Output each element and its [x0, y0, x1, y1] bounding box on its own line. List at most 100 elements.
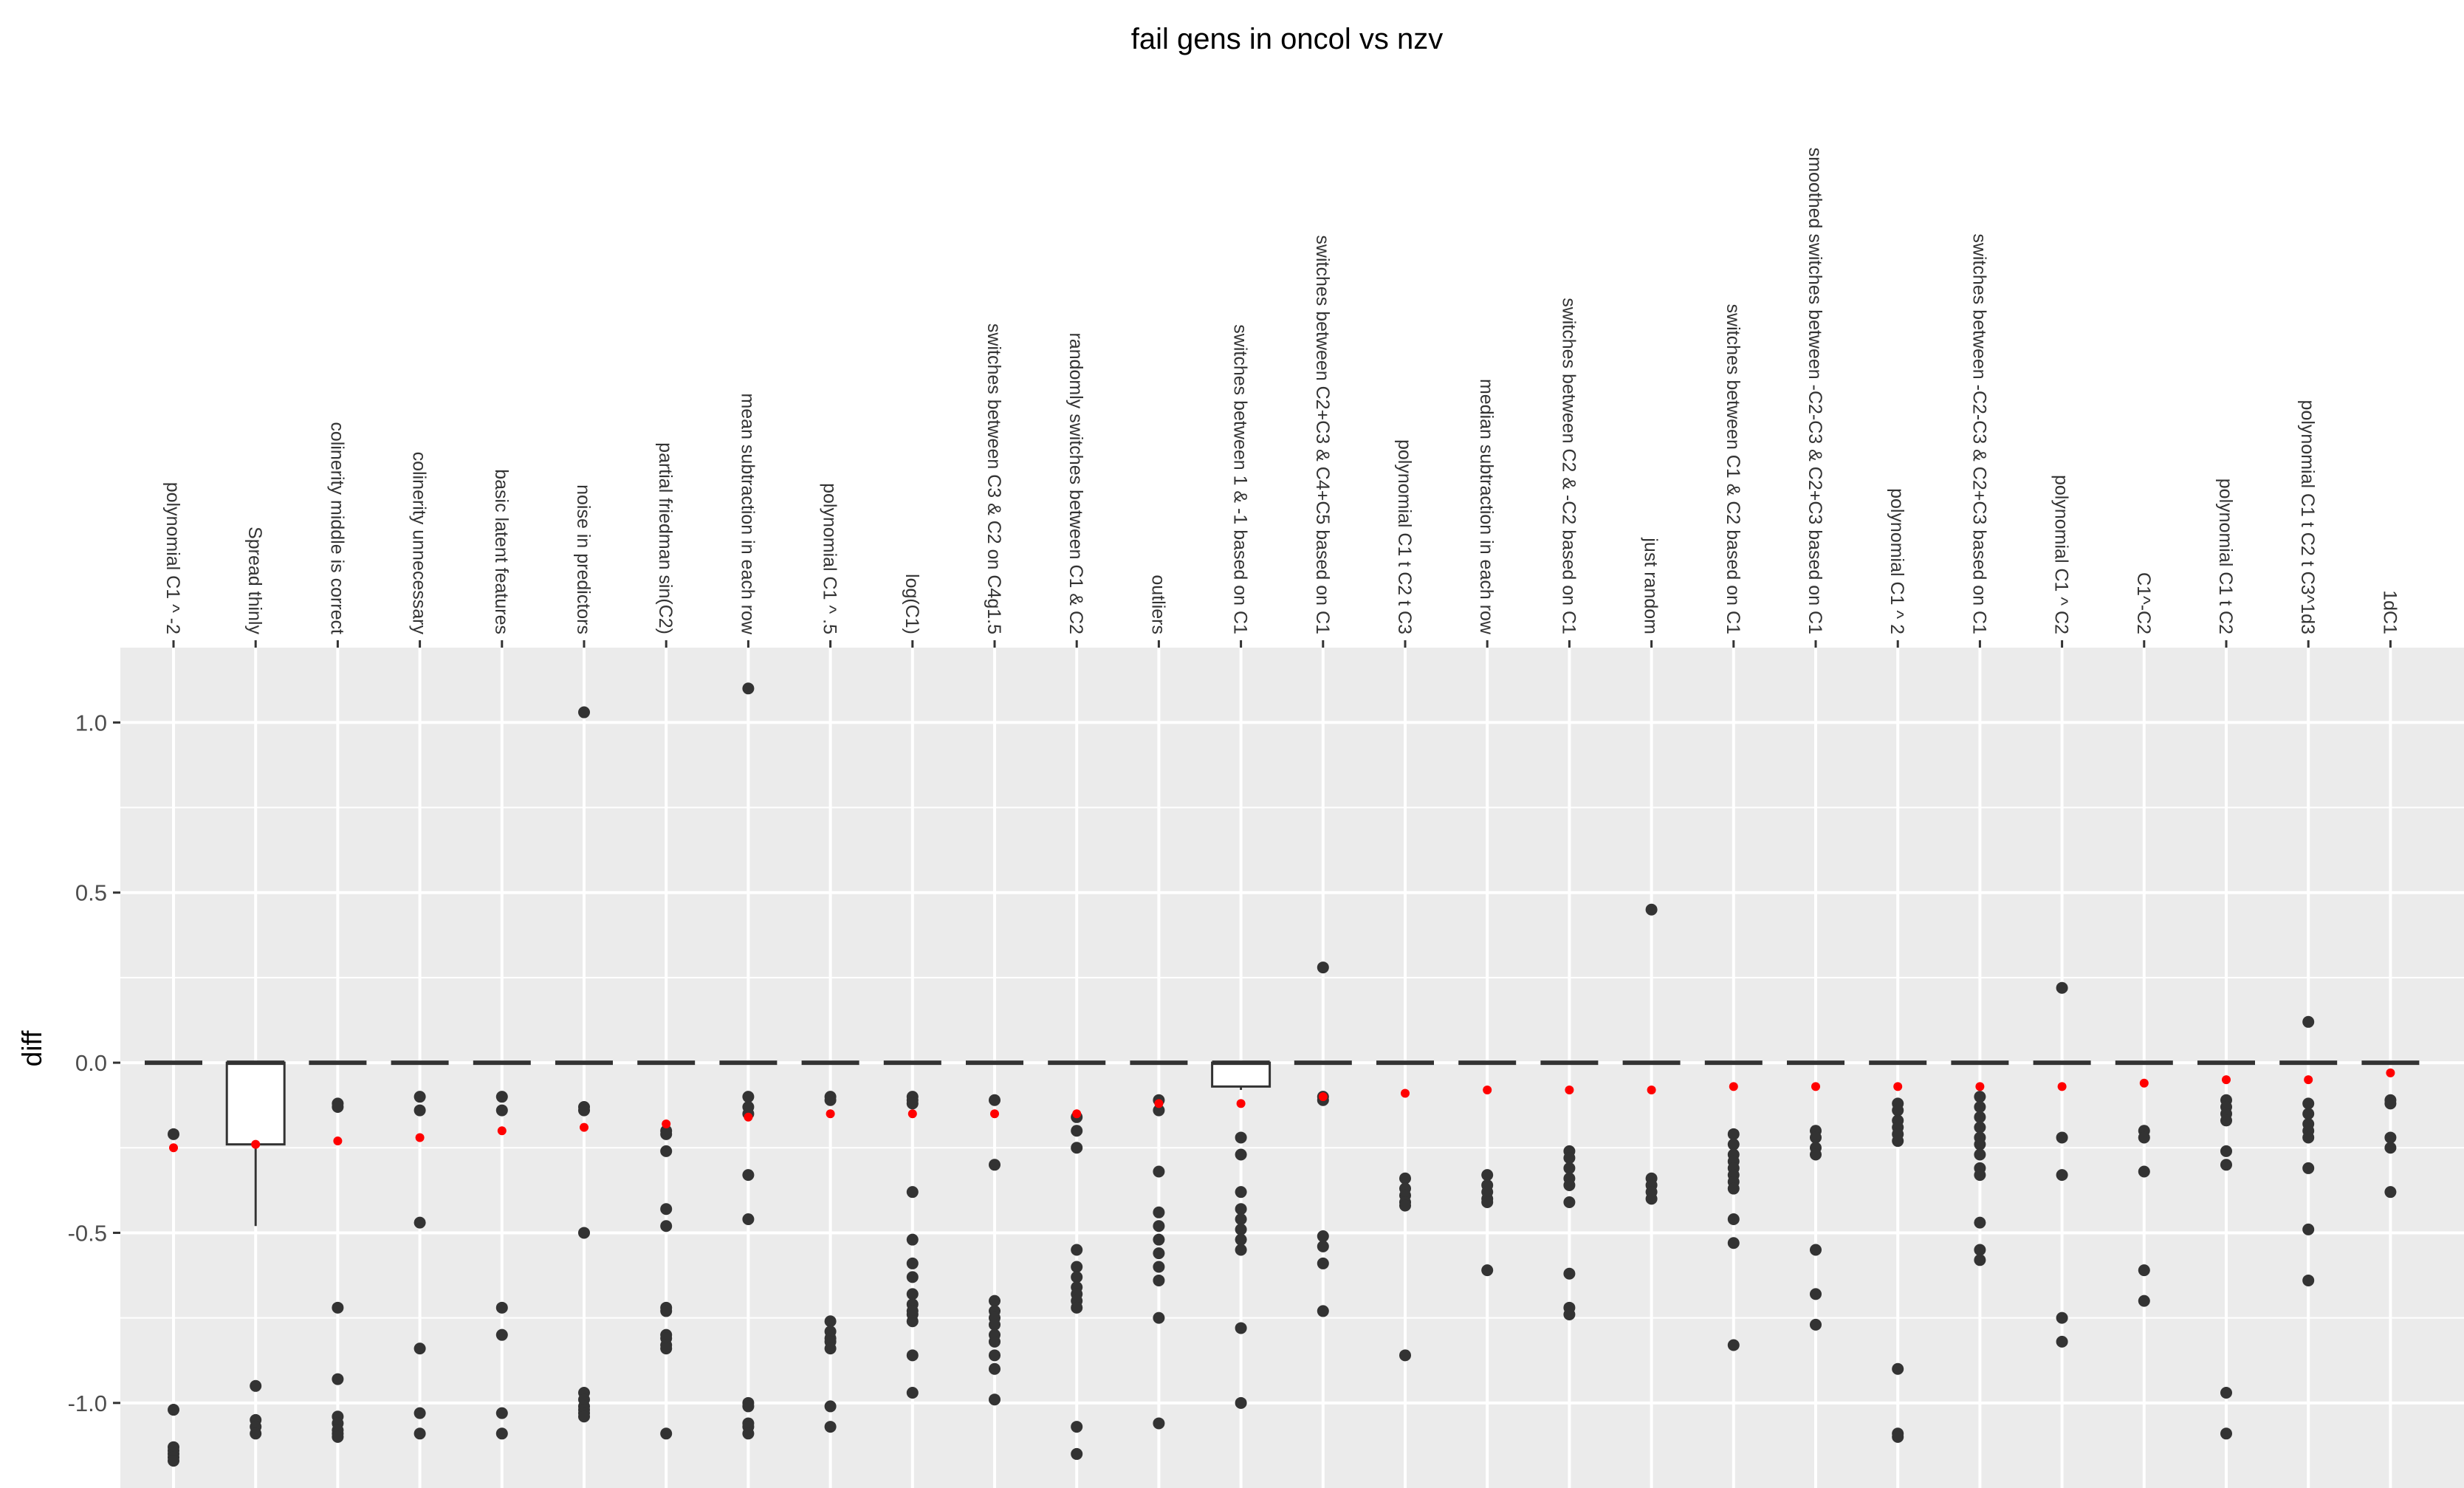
outlier-point	[1153, 1312, 1165, 1324]
box-plot-group	[801, 1060, 859, 1433]
outlier-point	[742, 682, 755, 695]
outlier-point	[906, 1233, 919, 1246]
mean-point	[580, 1122, 588, 1132]
outlier-point	[824, 1400, 837, 1413]
box-plot-group	[1622, 903, 1681, 1205]
outlier-point	[1892, 1430, 1904, 1443]
mean-point	[2057, 1082, 2067, 1091]
outlier-point	[2302, 1223, 2315, 1235]
category-label: outliers	[1147, 575, 1168, 634]
outlier-point	[1974, 1254, 1986, 1266]
outlier-point	[1563, 1267, 1576, 1280]
outlier-point	[495, 1407, 508, 1419]
box	[1211, 1061, 1272, 1088]
category-label: mean subtraction in each row	[737, 393, 758, 635]
category-label: switches between C3 & C2 on C4g1.5	[984, 323, 1004, 634]
box-plot-group	[2115, 1060, 2173, 1307]
box-plot-group	[719, 682, 778, 1440]
outlier-point	[1317, 1240, 1329, 1252]
outlier-point	[168, 1128, 179, 1140]
chart-title: fail gens in oncol vs nzv	[1131, 23, 1443, 55]
box	[225, 1061, 286, 1146]
mean-point	[251, 1139, 261, 1149]
outlier-point	[1071, 1244, 1083, 1256]
category-label: colinerity middle is correct	[326, 422, 347, 634]
outlier-point	[1563, 1179, 1576, 1191]
category-label: polynomial C1 ^ 2	[1887, 488, 1907, 634]
outlier-point	[2302, 1097, 2315, 1110]
outlier-point	[824, 1315, 837, 1328]
box-plot-group	[2279, 1015, 2338, 1286]
outlier-point	[2138, 1165, 2150, 1178]
outlier-point	[1727, 1237, 1740, 1249]
outlier-point	[1727, 1339, 1740, 1351]
outlier-point	[1153, 1261, 1165, 1273]
category-label: log(C1)	[902, 574, 922, 634]
outlier-point	[1563, 1309, 1576, 1321]
category-label: switches between C2 & -C2 based on C1	[1558, 298, 1579, 634]
outlier-point	[906, 1349, 919, 1362]
outlier-point	[1071, 1447, 1083, 1460]
outlier-point	[1727, 1128, 1740, 1140]
outlier-point	[413, 1216, 426, 1229]
category-label: polynomial C1 ^ -2	[162, 482, 183, 634]
outlier-point	[824, 1421, 837, 1433]
box-plot-group	[883, 1060, 941, 1399]
category-label: noise in predictors	[573, 484, 594, 634]
outlier-point	[660, 1145, 673, 1157]
outlier-point	[1153, 1165, 1165, 1178]
outlier-point	[2384, 1142, 2397, 1154]
outlier-point	[413, 1104, 426, 1117]
category-label: polynomial C1 t C2	[2215, 479, 2236, 634]
box-plot-group	[1787, 1060, 1844, 1331]
outlier-point	[1645, 903, 1658, 916]
outlier-point	[250, 1427, 262, 1440]
box-plot-group	[391, 1060, 449, 1440]
outlier-point	[1235, 1233, 1247, 1246]
outlier-point	[1892, 1135, 1904, 1148]
outlier-point	[1235, 1322, 1247, 1334]
outlier-point	[2056, 1169, 2068, 1182]
outlier-point	[660, 1305, 673, 1317]
outlier-point	[1235, 1244, 1247, 1256]
box-plot-group	[2361, 1060, 2420, 1199]
box-plot-group	[1951, 1060, 2009, 1266]
mean-point	[1975, 1082, 1985, 1091]
outlier-point	[742, 1091, 755, 1103]
outlier-point	[2302, 1131, 2315, 1144]
outlier-point	[660, 1128, 673, 1140]
outlier-point	[2220, 1159, 2232, 1171]
outlier-point	[2302, 1108, 2315, 1120]
box-plot-group	[1540, 1060, 1599, 1321]
mean-point	[497, 1126, 507, 1136]
box-plot-group	[1376, 1060, 1434, 1362]
outlier-point	[989, 1159, 1001, 1171]
mean-point	[1811, 1082, 1820, 1091]
mean-point	[662, 1120, 671, 1129]
outlier-point	[660, 1343, 673, 1355]
mean-point	[2139, 1078, 2149, 1088]
outlier-point	[2302, 1162, 2315, 1174]
mean-point	[1483, 1085, 1492, 1094]
outlier-point	[1153, 1220, 1165, 1232]
box-plots	[145, 682, 2420, 1467]
box-plot-group	[145, 1060, 202, 1467]
outlier-point	[989, 1393, 1001, 1406]
mean-point	[1318, 1092, 1328, 1102]
outlier-point	[824, 1343, 837, 1355]
outlier-point	[1399, 1199, 1411, 1212]
outlier-point	[1153, 1206, 1165, 1218]
y-tick-label: -0.5	[68, 1220, 107, 1246]
category-label: basic latent features	[491, 469, 512, 634]
outlier-point	[1727, 1213, 1740, 1226]
mean-point	[1647, 1085, 1656, 1094]
box-plot-group	[1130, 1060, 1188, 1430]
category-label: colinerity unnecessary	[409, 452, 430, 635]
outlier-point	[1235, 1223, 1247, 1235]
category-label: polynomial C1 ^ .5	[820, 483, 840, 634]
outlier-point	[2138, 1131, 2150, 1144]
y-axis-ticks: 1.0 0.5 0.0 -0.5 -1.0	[68, 710, 120, 1416]
box-plot-group	[1458, 1060, 1517, 1277]
outlier-point	[1810, 1131, 1822, 1144]
outlier-point	[989, 1362, 1001, 1375]
